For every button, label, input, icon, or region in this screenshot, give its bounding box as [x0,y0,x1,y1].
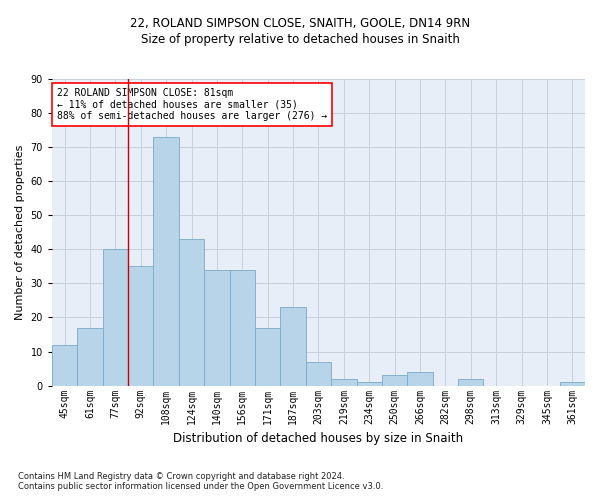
Text: Contains HM Land Registry data © Crown copyright and database right 2024.: Contains HM Land Registry data © Crown c… [18,472,344,481]
Bar [77,328,103,386]
Text: 22 ROLAND SIMPSON CLOSE: 81sqm
← 11% of detached houses are smaller (35)
88% of : 22 ROLAND SIMPSON CLOSE: 81sqm ← 11% of … [57,88,328,122]
Bar [458,379,484,386]
Bar [154,137,179,386]
Bar [382,376,407,386]
Bar [230,270,255,386]
Y-axis label: Number of detached properties: Number of detached properties [15,144,25,320]
Bar [407,372,433,386]
Bar [179,239,204,386]
Bar [331,379,356,386]
Bar [128,266,154,386]
Bar [255,328,280,386]
Bar [306,362,331,386]
Text: Contains public sector information licensed under the Open Government Licence v3: Contains public sector information licen… [18,482,383,491]
X-axis label: Distribution of detached houses by size in Snaith: Distribution of detached houses by size … [173,432,464,445]
Bar [204,270,230,386]
Text: Size of property relative to detached houses in Snaith: Size of property relative to detached ho… [140,32,460,46]
Bar [560,382,585,386]
Bar [103,250,128,386]
Bar [52,345,77,386]
Bar [356,382,382,386]
Text: 22, ROLAND SIMPSON CLOSE, SNAITH, GOOLE, DN14 9RN: 22, ROLAND SIMPSON CLOSE, SNAITH, GOOLE,… [130,18,470,30]
Bar [280,308,306,386]
